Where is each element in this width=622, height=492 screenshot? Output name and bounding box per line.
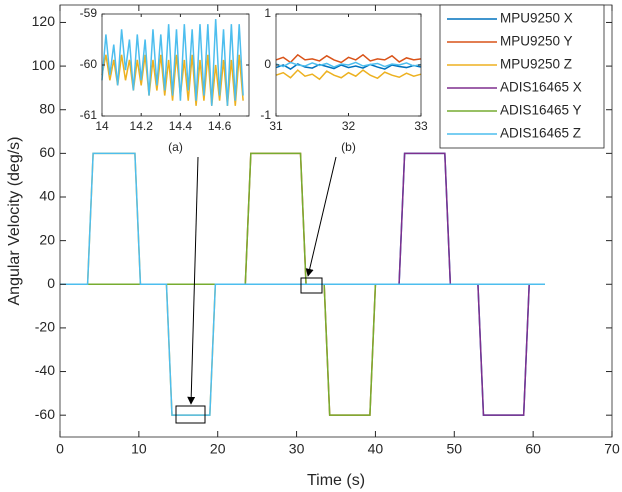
axes-box <box>59 4 613 438</box>
data-line <box>275 61 422 68</box>
data-line <box>275 69 422 81</box>
y-tick-label: 1 <box>264 6 271 20</box>
x-tick-label: 33 <box>414 119 428 133</box>
legend-label: MPU9250 Y <box>500 34 573 49</box>
x-tick-label: 50 <box>446 440 462 456</box>
y-tick-label: 60 <box>39 144 55 160</box>
y-axis-label: Angular Velocity (deg/s) <box>6 137 23 306</box>
inset-label: (a) <box>168 140 183 154</box>
x-tick-label: 14 <box>95 119 109 133</box>
legend-box <box>439 4 605 149</box>
data-line <box>101 54 244 106</box>
y-tick-label: -1 <box>260 108 271 122</box>
y-tick-label: 100 <box>32 57 56 73</box>
legend-label: ADIS16465 Z <box>500 126 581 141</box>
inset-a: 14 14.2 14.4 14.6 -61 -60 -59 (a) <box>80 6 250 154</box>
x-tick-label: 14.2 <box>130 119 154 133</box>
y-tick-label: 0 <box>264 57 271 71</box>
x-axis-label: Time (s) <box>307 472 365 489</box>
y-tick-label: 0 <box>47 275 55 291</box>
y-tick-label: -60 <box>80 57 98 71</box>
zoom-box-a <box>175 405 206 424</box>
legend-label: ADIS16465 X <box>500 80 582 95</box>
y-tick-label: -20 <box>35 319 55 335</box>
x-tick-label: 14.4 <box>169 119 193 133</box>
x-tick-label: 60 <box>525 440 541 456</box>
x-tick-label: 32 <box>342 119 356 133</box>
data-line <box>275 53 422 64</box>
data-line <box>60 152 545 416</box>
legend: MPU9250 X MPU9250 Y MPU9250 Z ADIS16465 X AD… <box>439 4 605 149</box>
x-tick-label: 10 <box>131 440 147 456</box>
inset-label: (b) <box>341 140 356 154</box>
data-line <box>101 19 244 106</box>
x-tick-label: 40 <box>368 440 384 456</box>
y-tick-label: -59 <box>80 6 98 20</box>
y-tick-label: -40 <box>35 362 55 378</box>
inset-b: 31 32 33 -1 0 1 (b) <box>260 6 428 154</box>
x-tick-label: 20 <box>210 440 226 456</box>
arrow-b <box>305 156 337 277</box>
x-tick-label: 31 <box>269 119 283 133</box>
legend-label: ADIS16465 Y <box>500 103 582 118</box>
x-tick-label: 30 <box>289 440 305 456</box>
zoom-box-b <box>300 277 323 294</box>
y-tick-label: 40 <box>39 188 55 204</box>
x-tick-label: 14.6 <box>208 119 232 133</box>
legend-label: MPU9250 Z <box>500 57 572 72</box>
y-tick-label: 80 <box>39 100 55 116</box>
y-tick-label: 20 <box>39 231 55 247</box>
legend-label: MPU9250 X <box>500 11 573 26</box>
arrow-a <box>187 156 199 405</box>
x-tick-label: 0 <box>56 440 64 456</box>
y-tick-label: -60 <box>35 406 55 422</box>
x-tick-label: 70 <box>604 440 620 456</box>
y-tick-label: -61 <box>80 108 98 122</box>
y-tick-label: 120 <box>32 13 56 29</box>
